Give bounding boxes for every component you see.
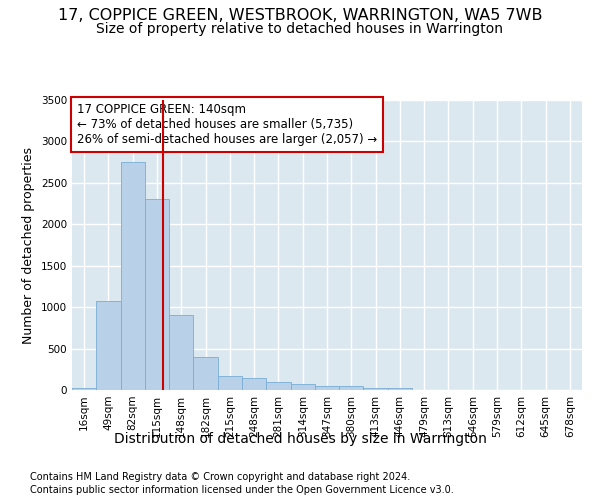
- Bar: [145, 200, 169, 390]
- Bar: [242, 378, 266, 390]
- Bar: [121, 162, 145, 390]
- Text: Contains HM Land Registry data © Crown copyright and database right 2024.: Contains HM Land Registry data © Crown c…: [30, 472, 410, 482]
- Bar: [266, 382, 290, 390]
- Bar: [72, 388, 96, 390]
- Text: Size of property relative to detached houses in Warrington: Size of property relative to detached ho…: [97, 22, 503, 36]
- Text: Contains public sector information licensed under the Open Government Licence v3: Contains public sector information licen…: [30, 485, 454, 495]
- Bar: [364, 388, 388, 390]
- Bar: [96, 301, 121, 390]
- Bar: [218, 376, 242, 390]
- Bar: [315, 386, 339, 390]
- Text: 17 COPPICE GREEN: 140sqm
← 73% of detached houses are smaller (5,735)
26% of sem: 17 COPPICE GREEN: 140sqm ← 73% of detach…: [77, 103, 377, 146]
- Bar: [339, 386, 364, 390]
- Bar: [290, 384, 315, 390]
- Y-axis label: Number of detached properties: Number of detached properties: [22, 146, 35, 344]
- Bar: [169, 316, 193, 390]
- Bar: [193, 357, 218, 390]
- Text: Distribution of detached houses by size in Warrington: Distribution of detached houses by size …: [113, 432, 487, 446]
- Text: 17, COPPICE GREEN, WESTBROOK, WARRINGTON, WA5 7WB: 17, COPPICE GREEN, WESTBROOK, WARRINGTON…: [58, 8, 542, 22]
- Bar: [388, 388, 412, 390]
